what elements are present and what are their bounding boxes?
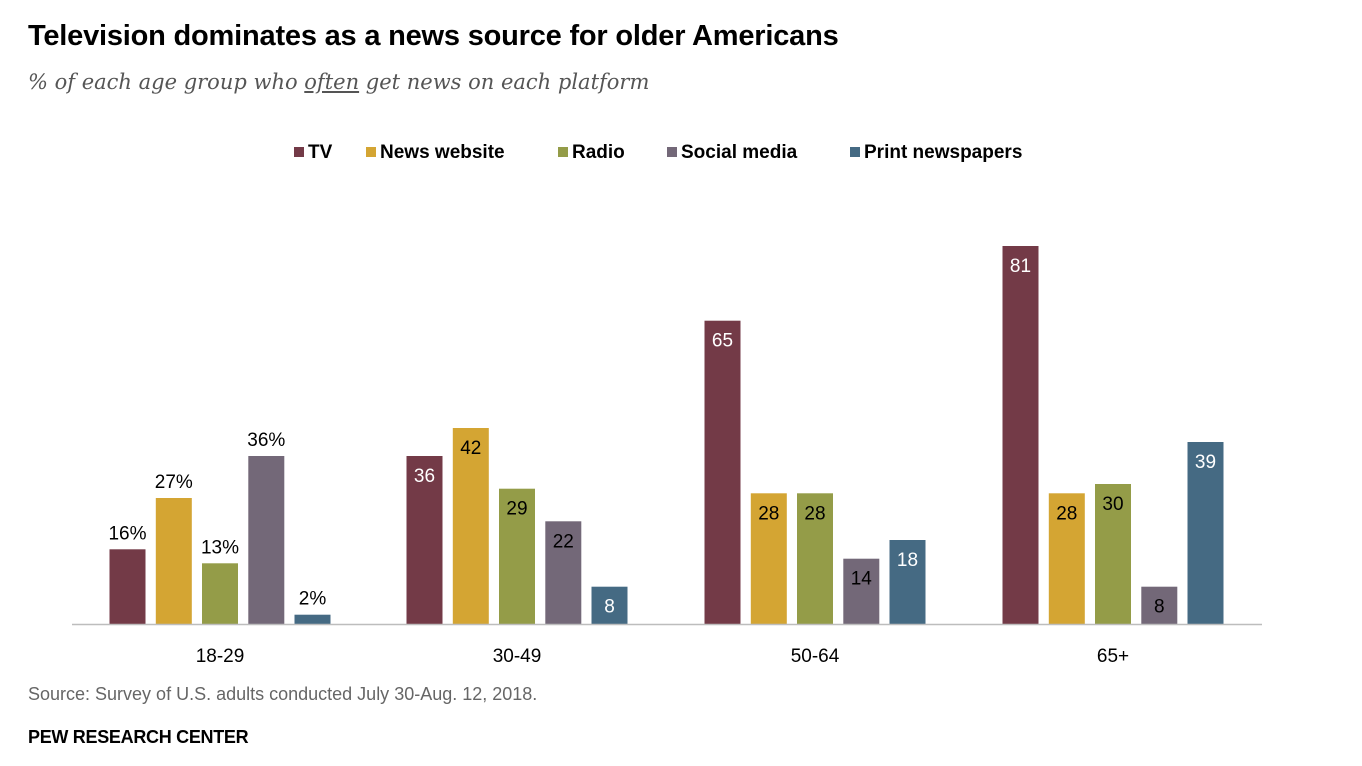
organization-name: PEW RESEARCH CENTER (28, 727, 249, 747)
data-label: 18 (897, 550, 918, 571)
legend-item-tv: TV (294, 142, 332, 164)
data-label: 36 (414, 466, 435, 487)
data-label: 13% (201, 537, 239, 558)
data-label: 2% (299, 589, 327, 610)
data-label: 29 (506, 499, 527, 520)
legend: TV News website Radio Social media Print… (0, 142, 1362, 168)
bar (545, 521, 582, 624)
bar (1095, 484, 1131, 624)
bar (704, 320, 741, 624)
bar (406, 456, 443, 624)
legend-swatch (558, 147, 568, 157)
legend-label: News website (380, 142, 505, 163)
x-tick-label: 65+ (1097, 646, 1129, 667)
bar (1048, 493, 1085, 624)
bar (155, 498, 192, 624)
legend-label: Radio (572, 142, 625, 163)
x-tick-label: 18-29 (196, 646, 245, 667)
x-tick-label: 50-64 (791, 646, 840, 667)
bar (452, 428, 489, 624)
source-note: Source: Survey of U.S. adults conducted … (28, 684, 538, 704)
bar (202, 563, 238, 624)
bar (843, 558, 880, 624)
data-label: 8 (1154, 597, 1165, 618)
data-label: 8 (604, 597, 615, 618)
legend-item-radio: Radio (558, 142, 625, 164)
bar (591, 586, 628, 624)
legend-swatch (366, 147, 376, 157)
legend-label: TV (308, 142, 333, 163)
legend-item-print-newspapers: Print newspapers (850, 142, 1022, 164)
bar (499, 488, 535, 624)
legend-swatch (850, 147, 860, 157)
bar (889, 540, 926, 624)
bar (797, 493, 833, 624)
data-label: 30 (1102, 494, 1123, 515)
bar (750, 493, 787, 624)
x-tick-label: 30-49 (493, 646, 542, 667)
data-label: 39 (1195, 452, 1216, 473)
legend-swatch (294, 147, 304, 157)
data-label: 28 (804, 503, 825, 524)
bar (1187, 442, 1224, 624)
legend-label: Social media (681, 142, 798, 163)
data-label: 28 (1056, 503, 1077, 524)
chart-subtitle: % of each age group who often get news o… (28, 70, 649, 94)
subtitle-underlined: often (304, 70, 360, 94)
bar (248, 456, 285, 624)
data-label: 16% (108, 523, 146, 544)
data-label: 36% (247, 430, 285, 451)
legend-label: Print newspapers (864, 142, 1023, 163)
data-label: 42 (460, 438, 481, 459)
subtitle-part: get news on each platform (359, 70, 650, 94)
legend-item-social-media: Social media (667, 142, 797, 164)
data-label: 27% (155, 472, 193, 493)
data-label: 28 (758, 503, 779, 524)
data-label: 22 (553, 531, 574, 552)
data-label: 81 (1010, 256, 1031, 277)
data-label: 14 (851, 569, 873, 590)
subtitle-part: % of each age group who (28, 70, 305, 94)
chart-title: Television dominates as a news source fo… (28, 20, 839, 52)
bar (1141, 586, 1178, 624)
legend-item-news-website: News website (366, 142, 505, 164)
legend-swatch (667, 147, 677, 157)
bar (109, 549, 146, 624)
bar (1002, 246, 1039, 624)
data-label: 65 (712, 331, 733, 352)
bar (294, 614, 331, 624)
